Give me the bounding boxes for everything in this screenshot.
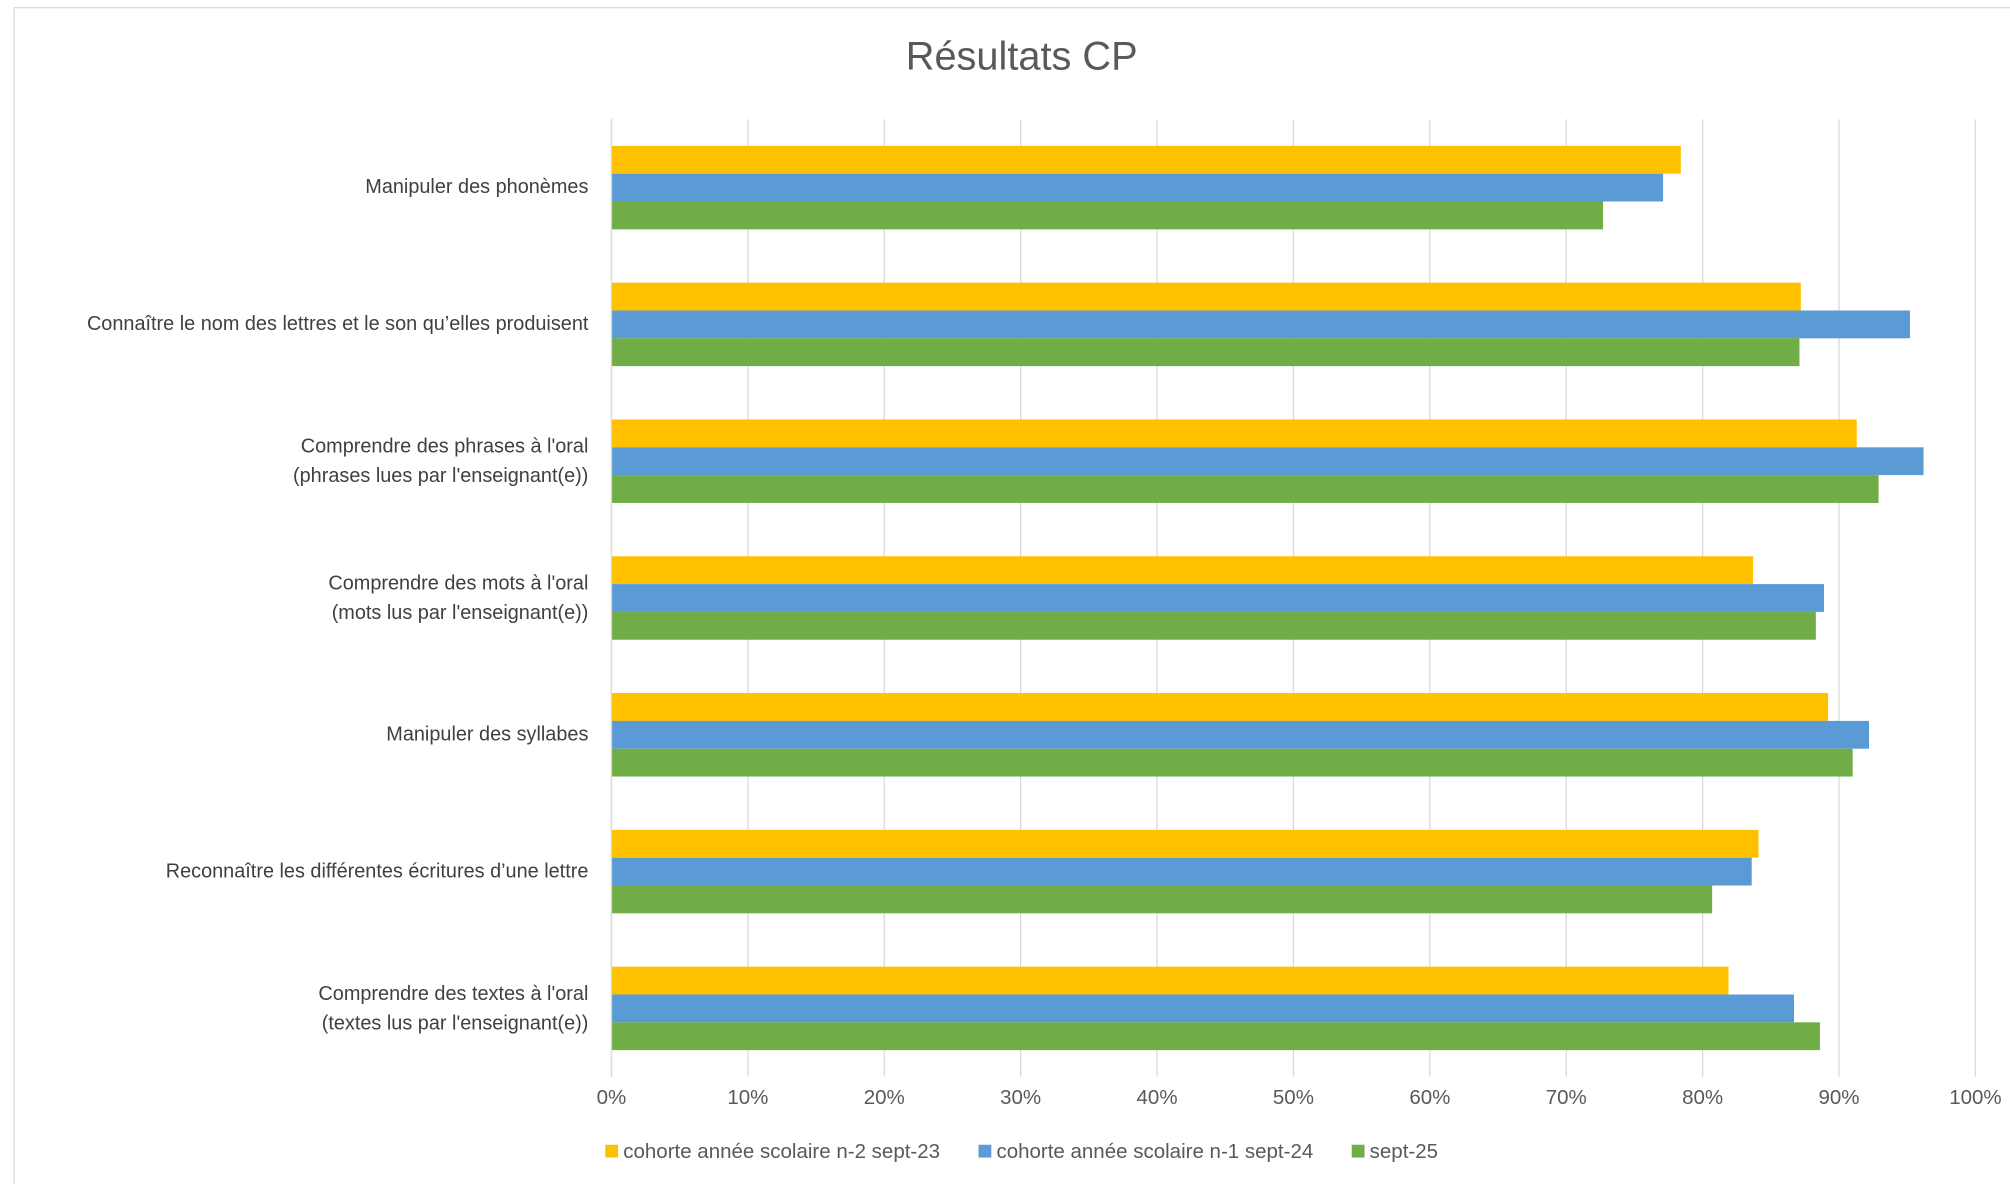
bar — [611, 994, 1795, 1023]
legend-swatch — [1351, 1144, 1365, 1158]
bar — [611, 145, 1681, 174]
bar — [611, 310, 1910, 339]
x-tick-label: 0% — [597, 1086, 627, 1109]
x-tick-label: 70% — [1546, 1086, 1587, 1109]
bar — [611, 966, 1729, 995]
legend-label: cohorte année scolaire n-2 sept-23 — [623, 1140, 940, 1163]
y-tick-label: Comprendre des phrases à l'oral (phrases… — [293, 435, 589, 487]
y-tick-label: Manipuler des phonèmes — [365, 176, 589, 199]
bar — [611, 1022, 1820, 1051]
x-tick-label: 40% — [1137, 1086, 1178, 1109]
legend-swatch — [978, 1144, 992, 1158]
bar — [611, 201, 1604, 230]
bar — [611, 338, 1800, 367]
chart-frame — [13, 7, 2010, 1184]
y-tick-label: Reconnaître les différentes écritures d’… — [165, 860, 589, 883]
chart-title: Résultats CP — [906, 34, 1138, 78]
y-tick-label: Connaître le nom des lettres et le son q… — [86, 313, 589, 336]
bar — [611, 693, 1829, 721]
bar — [611, 173, 1664, 202]
x-tick-label: 30% — [1000, 1086, 1041, 1109]
bar — [611, 584, 1825, 612]
x-tick-label: 90% — [1818, 1086, 1859, 1109]
bar — [611, 556, 1754, 585]
bar — [611, 857, 1752, 886]
bar — [611, 611, 1816, 640]
x-tick-label: 50% — [1273, 1086, 1314, 1109]
y-tick-label: Manipuler des syllabes — [386, 723, 589, 746]
bar — [611, 475, 1879, 503]
y-tick-label: Comprendre des mots à l'oral (mots lus p… — [328, 572, 589, 624]
x-tick-label: 60% — [1409, 1086, 1450, 1109]
bar — [611, 885, 1713, 914]
x-tick-label: 10% — [727, 1086, 768, 1109]
bar — [611, 419, 1857, 448]
x-tick-label: 80% — [1682, 1086, 1723, 1109]
legend-label: sept-25 — [1370, 1140, 1438, 1163]
bar — [611, 720, 1870, 749]
y-tick-label: Comprendre des textes à l'oral (textes l… — [318, 982, 589, 1035]
legend-swatch — [605, 1144, 619, 1158]
legend-label: cohorte année scolaire n-1 sept-24 — [996, 1140, 1313, 1163]
bar — [611, 447, 1924, 476]
x-tick-label: 100% — [1949, 1086, 2001, 1109]
x-tick-label: 20% — [864, 1086, 905, 1109]
bar — [611, 829, 1759, 858]
bar — [611, 748, 1853, 777]
bar — [611, 282, 1801, 311]
